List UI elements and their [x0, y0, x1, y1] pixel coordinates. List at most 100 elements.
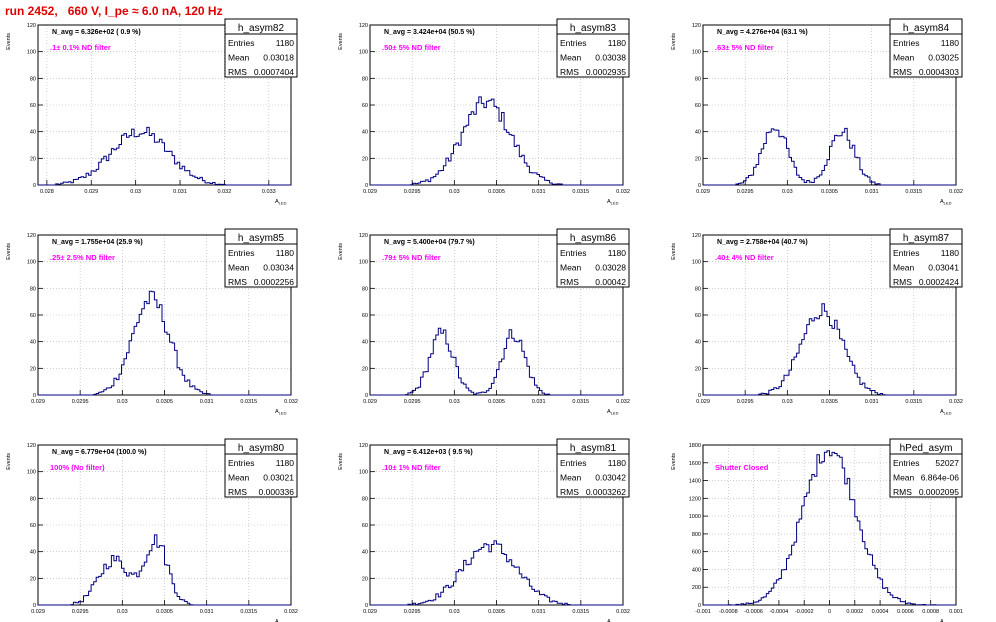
x-tick-label: 0.032 — [218, 189, 232, 195]
stats-value: 1180 — [276, 458, 295, 468]
x-tick-label: 0.0315 — [572, 189, 589, 195]
stats-box: h_asym82 Entries 1180 Mean 0.03018 RMS 0.00074… — [224, 18, 298, 78]
y-tick-label: 60 — [362, 313, 368, 319]
stats-value: 1180 — [608, 38, 627, 48]
x-tick-label: 0.028 — [40, 189, 54, 195]
stats-frame — [224, 228, 298, 288]
x-tick-label: 0.03 — [449, 609, 460, 615]
x-tick-label: 0.0008 — [922, 609, 939, 615]
y-tick-label: 20 — [362, 156, 368, 162]
stats-box: h_asym83 Entries 1180 Mean 0.03038 RMS 0.00029… — [556, 18, 630, 78]
stats-box: h_asym81 Entries 1180 Mean 0.03042 RMS 0.00032… — [556, 438, 630, 498]
y-tick-label: 80 — [30, 496, 36, 502]
x-tick-label: 0.031 — [865, 399, 879, 405]
y-axis-title: Events — [6, 453, 12, 470]
x-tick-label: 0.032 — [616, 609, 630, 615]
y-tick-label: 100 — [359, 470, 368, 476]
y-tick-label: 0 — [365, 393, 368, 399]
panel-h_asym85: 0.029 0.0295 0.03 0.0305 0.031 0.0315 0.032 0 20… — [6, 228, 298, 416]
navg-label: N_avg = 3.424e+04 (50.5 %) — [384, 29, 475, 36]
y-tick-label: 100 — [27, 470, 36, 476]
stats-value: 0.03042 — [595, 473, 626, 483]
filter-note: .1± 0.1% ND filter — [50, 43, 111, 52]
x-axis-subscript: LED — [279, 201, 287, 206]
stats-label: RMS — [893, 277, 912, 287]
y-tick-label: 20 — [362, 576, 368, 582]
x-tick-label: 0.0295 — [404, 399, 421, 405]
y-tick-label: 0 — [365, 183, 368, 189]
stats-value: 1180 — [941, 248, 960, 258]
navg-label: N_avg = 6.779e+04 (100.0 %) — [52, 449, 147, 456]
x-tick-label: 0.031 — [532, 189, 546, 195]
y-tick-label: 120 — [692, 233, 701, 239]
histogram-line — [370, 96, 623, 186]
y-tick-label: 1200 — [689, 496, 701, 502]
y-tick-label: 20 — [695, 156, 701, 162]
stats-frame — [556, 438, 630, 498]
stats-title: h_asym81 — [570, 443, 617, 454]
stats-label: Entries — [893, 38, 919, 48]
stats-label: RMS — [228, 67, 247, 77]
filter-note: .25± 2.5% ND filter — [50, 253, 115, 262]
x-tick-label: 0.032 — [949, 189, 963, 195]
y-tick-label: 80 — [695, 286, 701, 292]
y-tick-label: 600 — [692, 550, 701, 556]
navg-label: N_avg = 6.412e+03 ( 9.5 %) — [384, 449, 473, 456]
x-axis-subscript: LED — [279, 621, 287, 622]
y-tick-label: 100 — [27, 260, 36, 266]
stats-title: h_asym84 — [903, 23, 950, 34]
stats-title: h_asym82 — [238, 23, 285, 34]
stats-label: Entries — [893, 458, 919, 468]
stats-value: 6.864e-06 — [921, 473, 960, 483]
stats-label: Entries — [560, 248, 586, 258]
x-tick-label: -0.001 — [695, 609, 711, 615]
y-tick-label: 120 — [359, 443, 368, 449]
stats-label: Mean — [893, 53, 915, 63]
x-tick-label: 0.0315 — [240, 609, 257, 615]
y-axis-title: Events — [6, 243, 12, 260]
y-tick-label: 20 — [30, 576, 36, 582]
x-tick-label: 0.03 — [130, 189, 141, 195]
x-tick-label: 0.0315 — [240, 399, 257, 405]
stats-title: h_asym85 — [238, 233, 285, 244]
x-tick-label: 0.0305 — [156, 399, 173, 405]
x-tick-label: 0.029 — [31, 399, 45, 405]
x-tick-label: 0.031 — [532, 399, 546, 405]
y-tick-label: 20 — [695, 366, 701, 372]
stats-value: 0.03018 — [263, 53, 294, 63]
histogram-line — [703, 450, 956, 606]
x-tick-label: 0.0315 — [572, 399, 589, 405]
x-tick-label: 0.0006 — [897, 609, 914, 615]
y-tick-label: 800 — [692, 532, 701, 538]
stats-label: Entries — [228, 248, 254, 258]
x-tick-label: 0.032 — [284, 609, 298, 615]
stats-box: h_asym80 Entries 1180 Mean 0.03021 RMS 0.00033… — [224, 438, 298, 498]
stats-value: 0.00042 — [595, 277, 626, 287]
x-tick-label: 0.032 — [616, 399, 630, 405]
stats-frame — [224, 18, 298, 78]
page-title: run 2452, 660 V, I_pe ≈ 6.0 nA, 120 Hz — [5, 4, 223, 18]
histogram-line — [703, 127, 956, 186]
stats-value: 0.03034 — [263, 263, 294, 273]
y-tick-label: 60 — [30, 313, 36, 319]
stats-label: Mean — [560, 53, 582, 63]
stats-frame — [556, 18, 630, 78]
y-tick-label: 1400 — [689, 479, 701, 485]
y-axis-title: Events — [6, 33, 12, 50]
y-tick-label: 80 — [362, 286, 368, 292]
stats-title: h_asym86 — [570, 233, 617, 244]
x-tick-label: 0.0305 — [156, 609, 173, 615]
y-tick-label: 0 — [365, 603, 368, 609]
y-tick-label: 60 — [30, 103, 36, 109]
navg-label: N_avg = 1.755e+04 (25.9 %) — [52, 239, 143, 246]
histogram-line — [38, 534, 291, 606]
x-axis-title: ALED — [275, 409, 287, 416]
x-tick-label: 0.03 — [449, 189, 460, 195]
panel-h_asym81: 0.029 0.0295 0.03 0.0305 0.031 0.0315 0.032 0 20… — [338, 438, 630, 622]
filter-note: .79± 5% ND filter — [382, 253, 441, 262]
stats-label: Entries — [560, 458, 586, 468]
stats-label: RMS — [560, 487, 579, 497]
y-tick-label: 40 — [695, 130, 701, 136]
x-tick-label: 0.0305 — [821, 399, 838, 405]
filter-note: .50± 5% ND filter — [382, 43, 441, 52]
